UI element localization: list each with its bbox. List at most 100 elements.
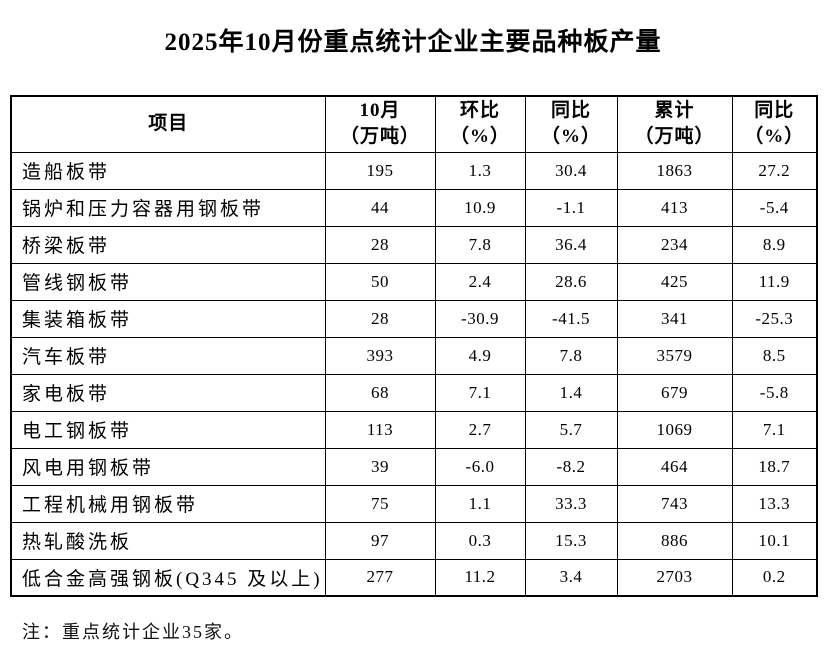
cumulative-cell: 425 bbox=[616, 262, 733, 301]
cumulative-cell: 743 bbox=[616, 484, 733, 523]
table-row: 锅炉和压力容器用钢板带 44 10.9 -1.1 413 -5.4 bbox=[10, 188, 818, 227]
yoy-cell: -41.5 bbox=[524, 299, 618, 338]
item-cell: 汽车板带 bbox=[10, 336, 326, 375]
october-cell: 44 bbox=[324, 188, 436, 227]
table-row: 风电用钢板带 39 -6.0 -8.2 464 18.7 bbox=[10, 447, 818, 486]
mom-cell: 0.3 bbox=[434, 521, 526, 560]
table-row: 集装箱板带 28 -30.9 -41.5 341 -25.3 bbox=[10, 299, 818, 338]
cumulative-yoy-cell: -25.3 bbox=[731, 299, 818, 338]
october-cell: 97 bbox=[324, 521, 436, 560]
mom-cell: 7.1 bbox=[434, 373, 526, 412]
table-row: 管线钢板带 50 2.4 28.6 425 11.9 bbox=[10, 262, 818, 301]
mom-cell: -6.0 bbox=[434, 447, 526, 486]
october-cell: 39 bbox=[324, 447, 436, 486]
table-body: 造船板带 195 1.3 30.4 1863 27.2 锅炉和压力容器用钢板带 … bbox=[10, 151, 818, 597]
header-mom-unit: （%） bbox=[449, 126, 510, 148]
cumulative-cell: 234 bbox=[616, 225, 733, 264]
item-cell: 热轧酸洗板 bbox=[10, 521, 326, 560]
header-yoy-label: 同比 bbox=[550, 100, 591, 122]
october-cell: 113 bbox=[324, 410, 436, 449]
yoy-cell: 28.6 bbox=[524, 262, 618, 301]
cumulative-cell: 2703 bbox=[616, 558, 733, 597]
cumulative-yoy-cell: 10.1 bbox=[731, 521, 818, 560]
header-item-label: 项目 bbox=[148, 113, 189, 135]
table-header: 项目 10月 （万吨） 环比 （%） 同比 （%） 累计 （万吨） bbox=[10, 95, 818, 153]
cumulative-cell: 413 bbox=[616, 188, 733, 227]
header-mom: 环比 （%） bbox=[434, 95, 526, 153]
yoy-cell: -1.1 bbox=[524, 188, 618, 227]
header-mom-label: 环比 bbox=[459, 100, 500, 122]
header-cumulative-label: 累计 bbox=[654, 100, 695, 122]
cumulative-cell: 1863 bbox=[616, 151, 733, 190]
cumulative-cell: 3579 bbox=[616, 336, 733, 375]
mom-cell: 10.9 bbox=[434, 188, 526, 227]
table-row: 热轧酸洗板 97 0.3 15.3 886 10.1 bbox=[10, 521, 818, 560]
mom-cell: 11.2 bbox=[434, 558, 526, 597]
mom-cell: 4.9 bbox=[434, 336, 526, 375]
table-row: 桥梁板带 28 7.8 36.4 234 8.9 bbox=[10, 225, 818, 264]
item-cell: 家电板带 bbox=[10, 373, 326, 412]
cumulative-yoy-cell: 13.3 bbox=[731, 484, 818, 523]
yoy-cell: 7.8 bbox=[524, 336, 618, 375]
cumulative-cell: 886 bbox=[616, 521, 733, 560]
cumulative-cell: 1069 bbox=[616, 410, 733, 449]
table-row: 电工钢板带 113 2.7 5.7 1069 7.1 bbox=[10, 410, 818, 449]
yoy-cell: -8.2 bbox=[524, 447, 618, 486]
cumulative-yoy-cell: 27.2 bbox=[731, 151, 818, 190]
mom-cell: -30.9 bbox=[434, 299, 526, 338]
header-item: 项目 bbox=[10, 95, 326, 153]
item-cell: 集装箱板带 bbox=[10, 299, 326, 338]
header-october-label: 10月 bbox=[359, 100, 401, 122]
yoy-cell: 3.4 bbox=[524, 558, 618, 597]
cumulative-yoy-cell: 8.9 bbox=[731, 225, 818, 264]
october-cell: 50 bbox=[324, 262, 436, 301]
october-cell: 68 bbox=[324, 373, 436, 412]
october-cell: 28 bbox=[324, 299, 436, 338]
mom-cell: 2.7 bbox=[434, 410, 526, 449]
mom-cell: 7.8 bbox=[434, 225, 526, 264]
item-cell: 低合金高强钢板(Q345 及以上) bbox=[10, 558, 326, 597]
header-yoy-unit: （%） bbox=[540, 126, 601, 148]
cumulative-cell: 679 bbox=[616, 373, 733, 412]
cumulative-yoy-cell: -5.8 bbox=[731, 373, 818, 412]
page-title: 2025年10月份重点统计企业主要品种板产量 bbox=[164, 29, 662, 56]
mom-cell: 2.4 bbox=[434, 262, 526, 301]
table-row: 家电板带 68 7.1 1.4 679 -5.8 bbox=[10, 373, 818, 412]
october-cell: 75 bbox=[324, 484, 436, 523]
item-cell: 造船板带 bbox=[10, 151, 326, 190]
yoy-cell: 5.7 bbox=[524, 410, 618, 449]
cumulative-cell: 341 bbox=[616, 299, 733, 338]
cumulative-yoy-cell: 7.1 bbox=[731, 410, 818, 449]
header-cumulative-yoy: 同比 （%） bbox=[731, 95, 818, 153]
header-october: 10月 （万吨） bbox=[324, 95, 436, 153]
header-cumulative-unit: （万吨） bbox=[634, 126, 715, 148]
header-october-unit: （万吨） bbox=[339, 126, 420, 148]
table-row: 低合金高强钢板(Q345 及以上) 277 11.2 3.4 2703 0.2 bbox=[10, 558, 818, 597]
production-table: 项目 10月 （万吨） 环比 （%） 同比 （%） 累计 （万吨） bbox=[10, 95, 818, 597]
table-row: 造船板带 195 1.3 30.4 1863 27.2 bbox=[10, 151, 818, 190]
header-cumulative: 累计 （万吨） bbox=[616, 95, 733, 153]
header-yoy: 同比 （%） bbox=[524, 95, 618, 153]
yoy-cell: 36.4 bbox=[524, 225, 618, 264]
item-cell: 电工钢板带 bbox=[10, 410, 326, 449]
october-cell: 277 bbox=[324, 558, 436, 597]
cumulative-cell: 464 bbox=[616, 447, 733, 486]
yoy-cell: 30.4 bbox=[524, 151, 618, 190]
mom-cell: 1.3 bbox=[434, 151, 526, 190]
cumulative-yoy-cell: 0.2 bbox=[731, 558, 818, 597]
yoy-cell: 33.3 bbox=[524, 484, 618, 523]
october-cell: 28 bbox=[324, 225, 436, 264]
footnote: 注：重点统计企业35家。 bbox=[22, 622, 244, 642]
cumulative-yoy-cell: 8.5 bbox=[731, 336, 818, 375]
yoy-cell: 15.3 bbox=[524, 521, 618, 560]
cumulative-yoy-cell: -5.4 bbox=[731, 188, 818, 227]
item-cell: 锅炉和压力容器用钢板带 bbox=[10, 188, 326, 227]
table-row: 工程机械用钢板带 75 1.1 33.3 743 13.3 bbox=[10, 484, 818, 523]
header-cumulative-yoy-unit: （%） bbox=[744, 126, 805, 148]
item-cell: 桥梁板带 bbox=[10, 225, 326, 264]
october-cell: 195 bbox=[324, 151, 436, 190]
item-cell: 管线钢板带 bbox=[10, 262, 326, 301]
yoy-cell: 1.4 bbox=[524, 373, 618, 412]
cumulative-yoy-cell: 11.9 bbox=[731, 262, 818, 301]
